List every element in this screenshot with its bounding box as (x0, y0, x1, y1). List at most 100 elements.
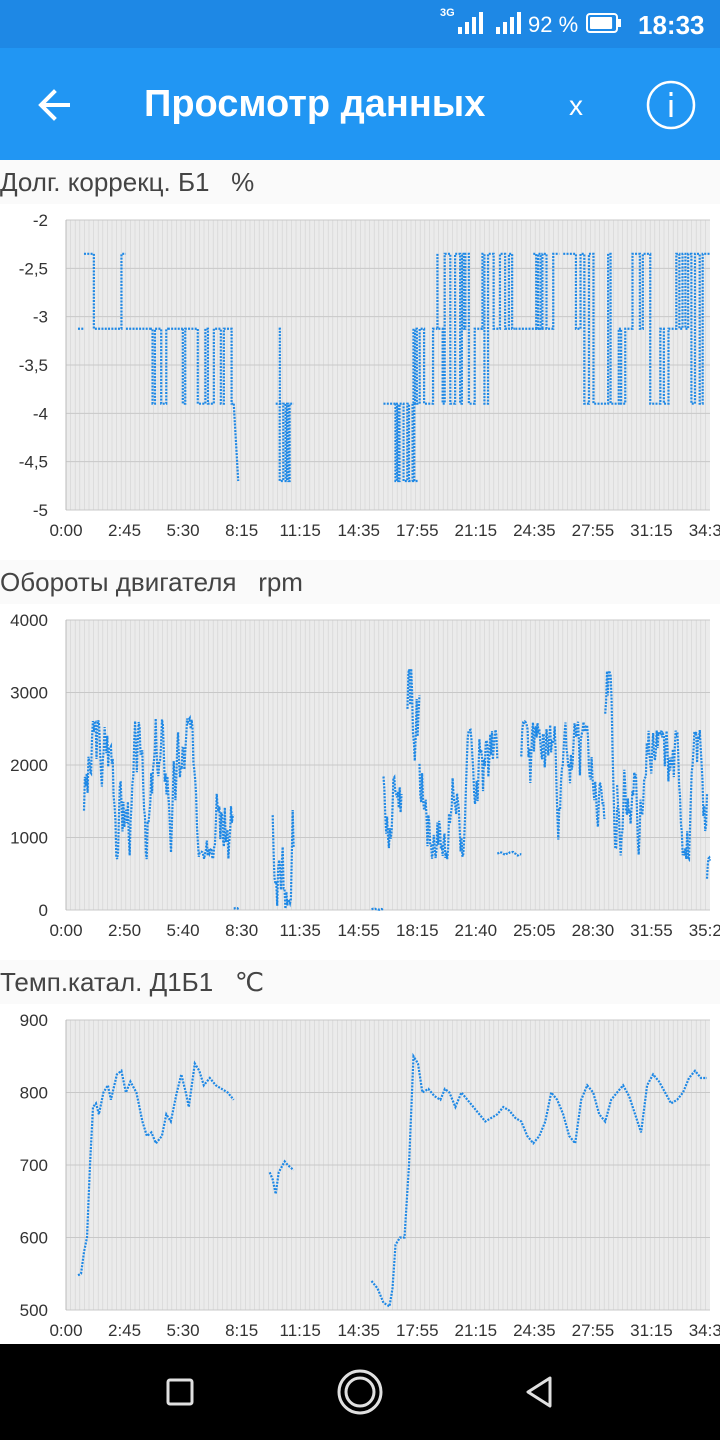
x-tick-label: 14:35 (337, 521, 380, 540)
x-tick-label: 21:15 (455, 521, 498, 540)
series-segment (604, 666, 619, 852)
x-tick-label: 5:40 (167, 921, 200, 940)
y-tick-label: -5 (33, 501, 48, 520)
x-tick-label: 24:35 (513, 521, 556, 540)
series-line (82, 666, 712, 911)
arrow-left-icon (38, 89, 70, 121)
x-tick-label: 0:00 (49, 521, 82, 540)
info-circle-icon (646, 80, 696, 130)
x-tick-label: 27:55 (572, 1321, 615, 1340)
x-tick-label: 8:15 (225, 521, 258, 540)
x-tick-label: 21:40 (455, 921, 498, 940)
series-segment (496, 850, 522, 857)
status-bar: 3G 92 % 18:33 (0, 0, 720, 48)
y-tick-label: -3,5 (19, 356, 48, 375)
x-tick-label: 8:30 (225, 921, 258, 940)
back-button[interactable] (28, 78, 82, 132)
x-tick-label: 5:30 (167, 521, 200, 540)
y-tick-label: -4,5 (19, 453, 48, 472)
y-tick-label: 3000 (10, 684, 48, 703)
triangle-back-icon (526, 1376, 552, 1408)
page-title: Просмотр данных (144, 83, 486, 125)
series-segment (436, 252, 515, 405)
x-tick-label: 0:00 (49, 1321, 82, 1340)
battery-percent: 92 % (528, 12, 579, 37)
y-tick-label: 800 (20, 1084, 48, 1103)
x-tick-label: 34:35 (689, 521, 720, 540)
series-segment (382, 774, 403, 849)
series-segment (370, 1052, 707, 1309)
series-segment (533, 252, 560, 330)
x-tick-label: 2:45 (108, 1321, 141, 1340)
x-tick-label: 0:00 (49, 921, 82, 940)
x-tick-label: 31:15 (630, 521, 673, 540)
x-tick-label: 24:35 (513, 1321, 556, 1340)
series-segment (232, 403, 240, 482)
x-tick-label: 25:05 (513, 921, 556, 940)
y-tick-label: 500 (20, 1301, 48, 1320)
network-type-label: 3G (440, 7, 455, 19)
series-segment (616, 727, 709, 863)
x-tick-label: 11:35 (280, 921, 321, 940)
series-segment (520, 719, 607, 840)
recent-apps-button[interactable] (152, 1364, 208, 1420)
x-tick-label: 2:50 (108, 921, 141, 940)
back-nav-button[interactable] (512, 1364, 568, 1420)
series-segment (278, 327, 282, 405)
series-segment (82, 714, 235, 863)
chart-2-name: Обороты двигателя (0, 567, 237, 597)
x-tick-label: 11:15 (280, 521, 321, 540)
chart-3-unit: ℃ (234, 967, 265, 997)
chart-3-name: Темп.катал. Д1Б1 (0, 967, 214, 997)
chart-3[interactable]: 900 800 700 600 500 0:00 2:45 5:30 8:15 11:15 14:3… (0, 1004, 720, 1360)
signal-strength-icon-2 (496, 12, 521, 34)
home-button[interactable] (332, 1364, 388, 1420)
clock: 18:33 (638, 10, 705, 40)
series-segment (705, 855, 712, 879)
chart-1-name: Долг. коррекц. Б1 (0, 167, 210, 197)
x-tick-label: 31:55 (630, 921, 673, 940)
x-tick-label: 14:55 (337, 921, 380, 940)
info-button[interactable] (646, 80, 696, 130)
chart-2-unit: rpm (258, 567, 303, 597)
x-tick-label: 18:15 (396, 921, 439, 940)
chart-title-3: Темп.катал. Д1Б1 ℃ (0, 960, 720, 1004)
chart-2[interactable]: 4000 3000 2000 1000 0 0:00 2:50 5:40 8:30 11:35 14… (0, 604, 720, 960)
close-button[interactable]: x (569, 90, 583, 121)
series-segment (412, 327, 438, 405)
y-tick-label: 700 (20, 1156, 48, 1175)
y-tick-label: -2 (33, 211, 48, 230)
x-tick-label: 35:20 (689, 921, 720, 940)
series-segment (563, 252, 710, 405)
x-tick-label: 2:45 (108, 521, 141, 540)
x-tick-label: 5:30 (167, 1321, 200, 1340)
x-tick-label: 8:15 (225, 1321, 258, 1340)
series-segment (418, 728, 499, 860)
series-segment (149, 327, 168, 405)
navigation-bar (0, 1344, 720, 1440)
x-tick-label: 17:55 (396, 1321, 439, 1340)
y-tick-label: 900 (20, 1011, 48, 1030)
chart-2-plot[interactable]: 4000 3000 2000 1000 00:00 2:50 5:40 8:30 11:35 14… (0, 604, 720, 960)
x-tick-label: 31:15 (630, 1321, 673, 1340)
chart-title-1: Долг. коррекц. Б1 % (0, 160, 720, 204)
y-tick-label: 2000 (10, 756, 48, 775)
app-bar: Просмотр данных x (0, 48, 720, 160)
x-tick-label: 11:15 (280, 1321, 321, 1340)
series-segment (233, 906, 241, 911)
chart-1[interactable]: -2 -2,5 -3 -3,5 -4 -4,5 -5 0:00 2:45 5:30 8:15 11:1… (0, 204, 720, 560)
series-segment (83, 252, 126, 330)
square-icon (166, 1378, 194, 1406)
y-tick-label: -3 (33, 308, 48, 327)
series-segment (268, 1159, 295, 1195)
signal-strength-icon (458, 12, 483, 34)
x-tick-label: 28:30 (572, 921, 615, 940)
y-tick-label: -4 (33, 404, 48, 423)
series-segment (77, 1060, 235, 1277)
battery-icon (586, 13, 621, 33)
series-line (77, 1052, 707, 1309)
series-segment (394, 402, 419, 483)
x-tick-label: 14:35 (337, 1321, 380, 1340)
chart-1-plot[interactable]: -2 -2,5 -3 -3,5 -4 -4,5 -50:00 2:45 5:30 8:15 11:1… (0, 204, 720, 560)
